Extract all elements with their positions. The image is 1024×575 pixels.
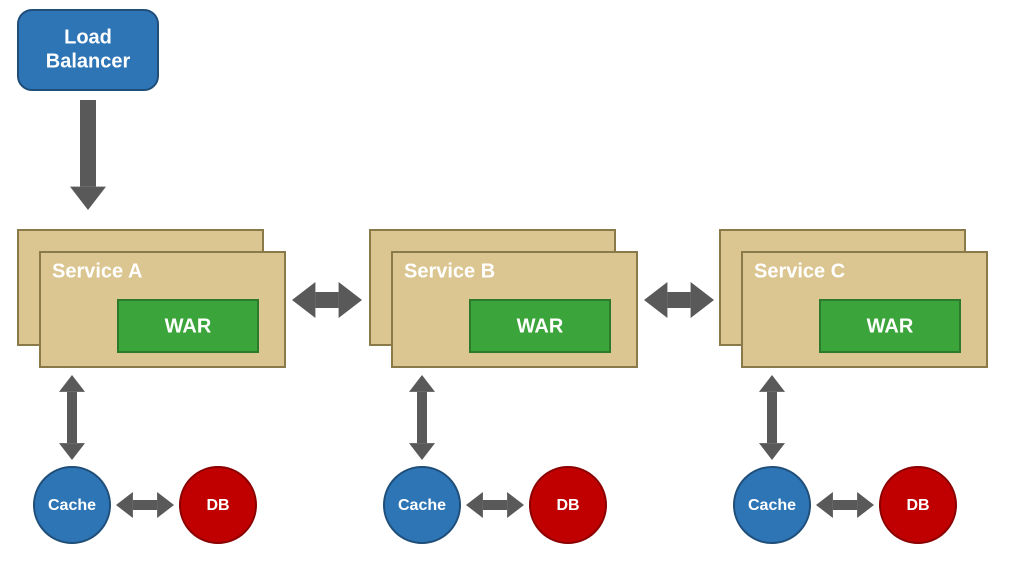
architecture-diagram: LoadBalancer Service A WAR Service B WAR Serv… <box>0 0 1024 575</box>
service-label: Service B <box>404 260 495 282</box>
service-label: Service C <box>754 260 845 282</box>
arrow <box>59 375 85 460</box>
service-b <box>370 230 637 367</box>
load-balancer-label: Balancer <box>46 50 131 72</box>
service-c <box>720 230 987 367</box>
arrow <box>466 492 524 518</box>
arrow <box>116 492 174 518</box>
load-balancer-label: Load <box>64 26 112 48</box>
arrow <box>644 282 714 318</box>
cache-label: Cache <box>398 497 446 514</box>
arrow <box>70 100 106 210</box>
arrow <box>409 375 435 460</box>
arrow <box>292 282 362 318</box>
war-label: WAR <box>165 315 212 337</box>
db-label: DB <box>906 497 929 514</box>
arrow <box>759 375 785 460</box>
service-a <box>18 230 285 367</box>
service-label: Service A <box>52 260 142 282</box>
war-label: WAR <box>517 315 564 337</box>
cache-label: Cache <box>748 497 796 514</box>
db-label: DB <box>556 497 579 514</box>
arrow <box>816 492 874 518</box>
war-label: WAR <box>867 315 914 337</box>
cache-label: Cache <box>48 497 96 514</box>
db-label: DB <box>206 497 229 514</box>
